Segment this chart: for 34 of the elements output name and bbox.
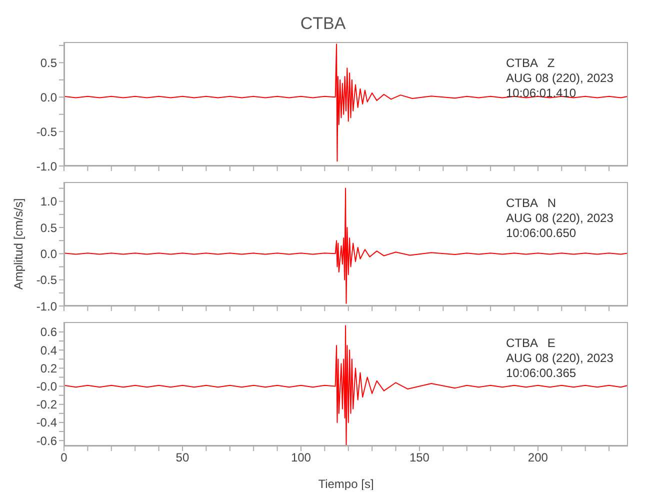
y-tick-label: -0.6 [36, 434, 58, 448]
annotation: CTBA E [506, 336, 556, 351]
y-tick-label: -0.0 [36, 380, 58, 394]
y-axis-title: Amplitud [cm/s/s] [11, 198, 26, 290]
annotation: AUG 08 (220), 2023 [506, 211, 614, 226]
y-tick-label: -0.4 [36, 416, 58, 430]
chart-title: CTBA [299, 14, 347, 34]
y-tick-label: 1.0 [40, 194, 58, 209]
annotation: AUG 08 (220), 2023 [506, 71, 614, 86]
y-tick-label: -0.5 [36, 124, 58, 139]
y-tick-label: -1.0 [36, 299, 58, 314]
annotation: CTBA Z [506, 56, 556, 71]
y-tick-label: 0.0 [40, 246, 58, 261]
x-tick-label: 150 [409, 450, 430, 465]
y-tick-label: 0.0 [40, 90, 58, 104]
annotation: 10:06:01.410 [506, 86, 578, 101]
annotation: 10:06:00.365 [506, 366, 578, 381]
x-tick-label: 200 [528, 450, 548, 465]
y-tick-label: -0.2 [36, 398, 58, 412]
y-tick-label: -0.5 [36, 273, 58, 288]
x-tick-label: 0 [60, 450, 68, 465]
annotation: AUG 08 (220), 2023 [506, 351, 614, 366]
y-tick-label: 0.2 [40, 361, 58, 376]
y-tick-label: 0.4 [40, 343, 58, 358]
x-tick-label: 100 [290, 450, 312, 465]
x-tick-label: 50 [176, 450, 190, 465]
annotation: 10:06:00.650 [506, 226, 578, 241]
line-series [64, 188, 628, 304]
y-tick-label: 0.5 [40, 56, 58, 70]
line-series [64, 44, 628, 162]
y-tick-label: 0.5 [40, 220, 58, 235]
y-tick-label: 0.6 [40, 325, 58, 340]
annotation: CTBA N [506, 196, 558, 211]
y-tick-label: -1.0 [36, 159, 58, 174]
